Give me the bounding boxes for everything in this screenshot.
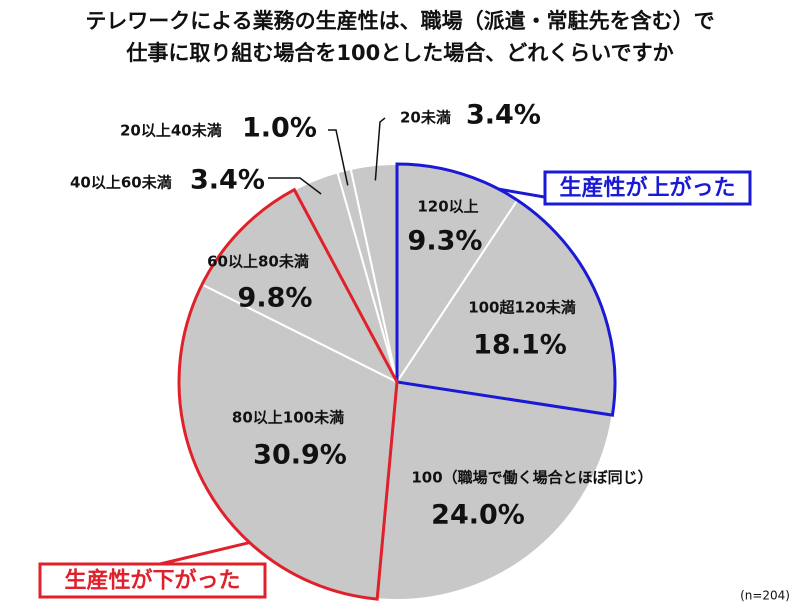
category-label: 20未満 xyxy=(400,109,451,127)
category-label: 20以上40未満 xyxy=(120,122,222,140)
chart-title: テレワークによる業務の生産性は、職場（派遣・常駐先を含む）で xyxy=(85,9,714,33)
pie-slice xyxy=(376,380,614,601)
value-label: 9.3% xyxy=(408,226,483,257)
value-label: 1.0% xyxy=(242,113,317,144)
category-label: 120以上 xyxy=(417,198,478,216)
chart-subtitle: 仕事に取り組む場合を100とした場合、どれくらいですか xyxy=(125,41,673,65)
group-outline xyxy=(177,187,399,601)
category-label: 100超120未満 xyxy=(468,299,576,317)
value-label: 9.8% xyxy=(238,283,313,314)
group-outline xyxy=(395,162,617,417)
group-leader xyxy=(159,541,250,566)
value-label: 30.9% xyxy=(253,440,347,471)
category-label: 100（職場で働く場合とほぼ同じ） xyxy=(411,469,652,487)
leader-line xyxy=(268,177,322,195)
value-label: 3.4% xyxy=(466,100,541,131)
value-label: 24.0% xyxy=(431,500,525,531)
leader-line xyxy=(328,129,349,186)
category-label: 40以上60未満 xyxy=(70,174,172,192)
note: (n=204) xyxy=(740,589,790,603)
group-label: 生産性が上がった xyxy=(559,175,735,201)
value-label: 3.4% xyxy=(190,165,265,196)
group-label-box xyxy=(543,170,752,206)
category-label: 60以上80未満 xyxy=(207,253,309,271)
leader-line xyxy=(374,117,386,181)
category-label: 80以上100未満 xyxy=(232,409,344,427)
group-label-box xyxy=(38,562,267,599)
group-label: 生産性が下がった xyxy=(64,568,240,594)
value-label: 18.1% xyxy=(473,330,567,361)
